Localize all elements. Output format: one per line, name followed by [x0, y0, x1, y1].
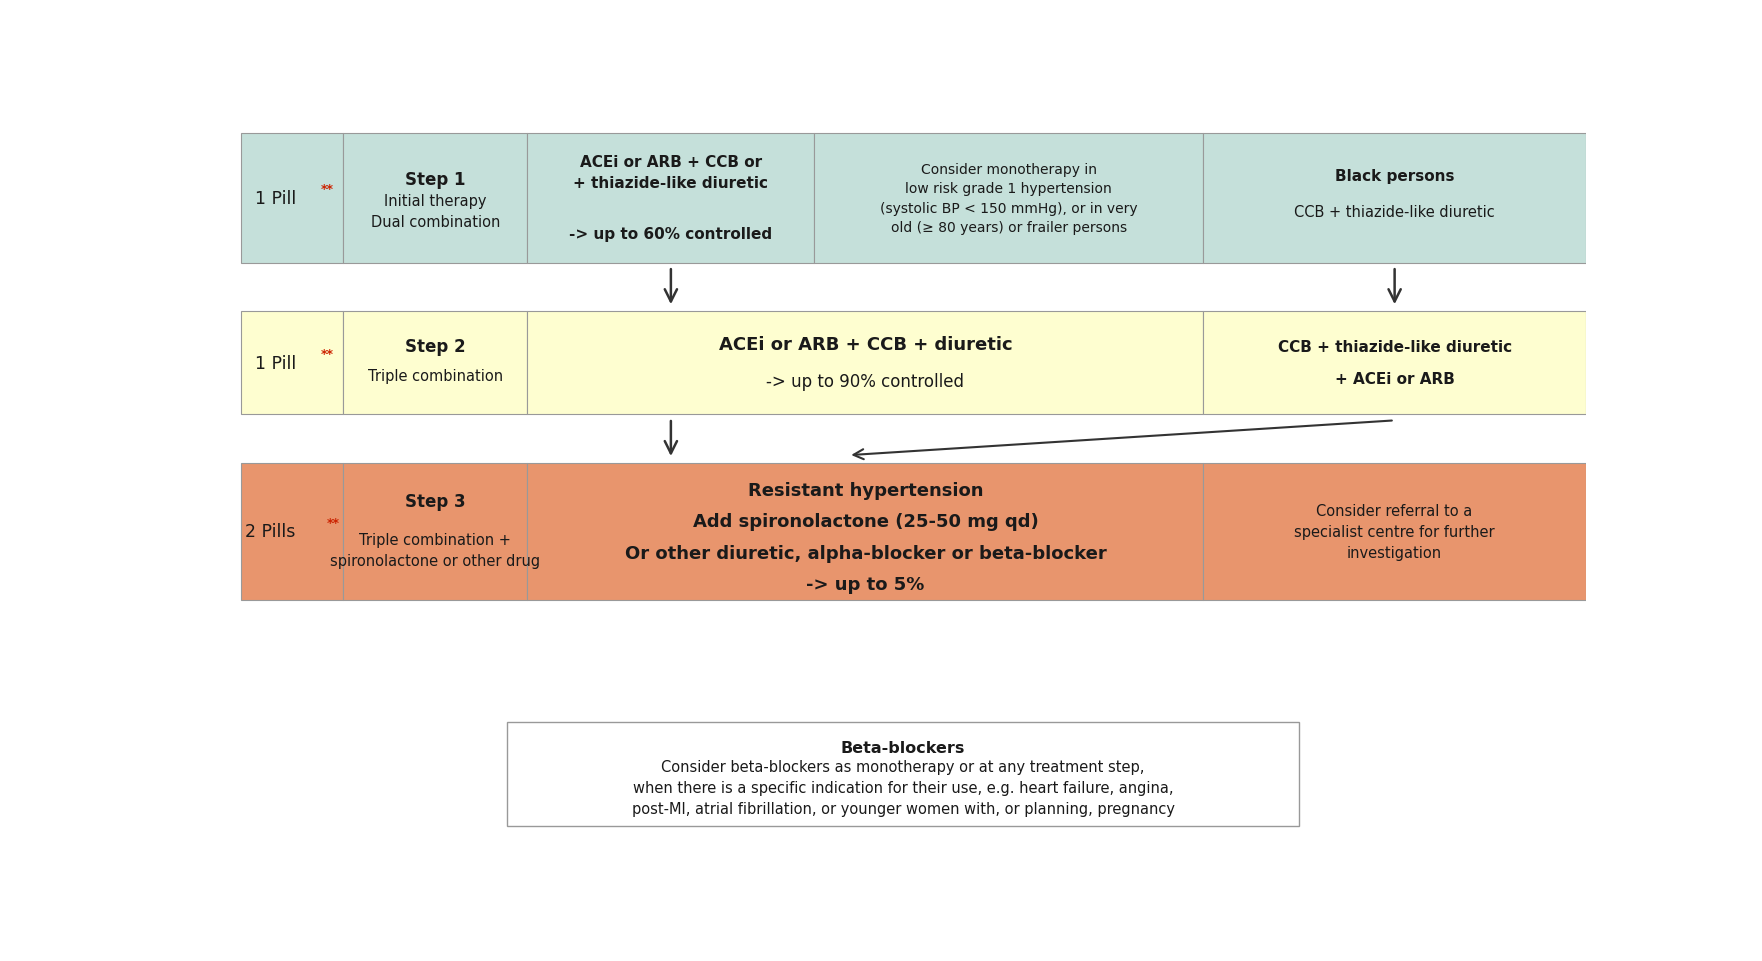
Bar: [1203, 134, 1586, 263]
Bar: [507, 722, 1299, 825]
Text: ACEi or ARB + CCB or
+ thiazide-like diuretic: ACEi or ARB + CCB or + thiazide-like diu…: [573, 155, 768, 190]
Bar: [241, 311, 344, 415]
Text: 1 Pill: 1 Pill: [255, 189, 296, 208]
Bar: [241, 134, 344, 263]
Text: -> up to 90% controlled: -> up to 90% controlled: [766, 373, 964, 391]
Bar: [527, 311, 1203, 415]
Text: Step 1: Step 1: [405, 171, 465, 189]
Text: **: **: [321, 184, 335, 196]
Bar: [1203, 311, 1586, 415]
Text: Consider referral to a
specialist centre for further
investigation: Consider referral to a specialist centre…: [1295, 503, 1494, 560]
Text: 2 Pills: 2 Pills: [245, 523, 296, 540]
Text: **: **: [326, 516, 340, 530]
Text: Step 3: Step 3: [405, 493, 465, 511]
Text: Initial therapy
Dual combination: Initial therapy Dual combination: [370, 194, 500, 230]
Text: -> up to 60% controlled: -> up to 60% controlled: [569, 227, 772, 241]
Text: **: **: [321, 348, 335, 360]
Text: CCB + thiazide-like diuretic: CCB + thiazide-like diuretic: [1277, 339, 1512, 355]
Text: ACEi or ARB + CCB + diuretic: ACEi or ARB + CCB + diuretic: [719, 335, 1013, 354]
Text: Add spironolactone (25-50 mg qd): Add spironolactone (25-50 mg qd): [692, 513, 1038, 530]
Bar: [344, 134, 527, 263]
Text: 1 Pill: 1 Pill: [255, 355, 296, 372]
Text: -> up to 5%: -> up to 5%: [807, 575, 925, 593]
Text: Beta-blockers: Beta-blockers: [840, 741, 966, 755]
Text: Consider monotherapy in
low risk grade 1 hypertension
(systolic BP < 150 mmHg), : Consider monotherapy in low risk grade 1…: [879, 162, 1138, 234]
Text: Triple combination +
spironolactone or other drug: Triple combination + spironolactone or o…: [329, 532, 541, 568]
Text: CCB + thiazide-like diuretic: CCB + thiazide-like diuretic: [1295, 205, 1494, 219]
Text: Resistant hypertension: Resistant hypertension: [747, 481, 983, 500]
Text: Black persons: Black persons: [1336, 169, 1454, 184]
Bar: [527, 134, 814, 263]
Text: Step 2: Step 2: [405, 338, 465, 356]
Text: Or other diuretic, alpha-blocker or beta-blocker: Or other diuretic, alpha-blocker or beta…: [624, 544, 1107, 562]
Bar: [344, 463, 527, 600]
Bar: [527, 463, 1203, 600]
Text: Triple combination: Triple combination: [368, 369, 502, 384]
Text: + ACEi or ARB: + ACEi or ARB: [1334, 372, 1455, 387]
Text: Consider beta-blockers as monotherapy or at any treatment step,
when there is a : Consider beta-blockers as monotherapy or…: [631, 759, 1175, 816]
Bar: [344, 311, 527, 415]
Bar: [814, 134, 1203, 263]
Bar: [1203, 463, 1586, 600]
Bar: [241, 463, 344, 600]
